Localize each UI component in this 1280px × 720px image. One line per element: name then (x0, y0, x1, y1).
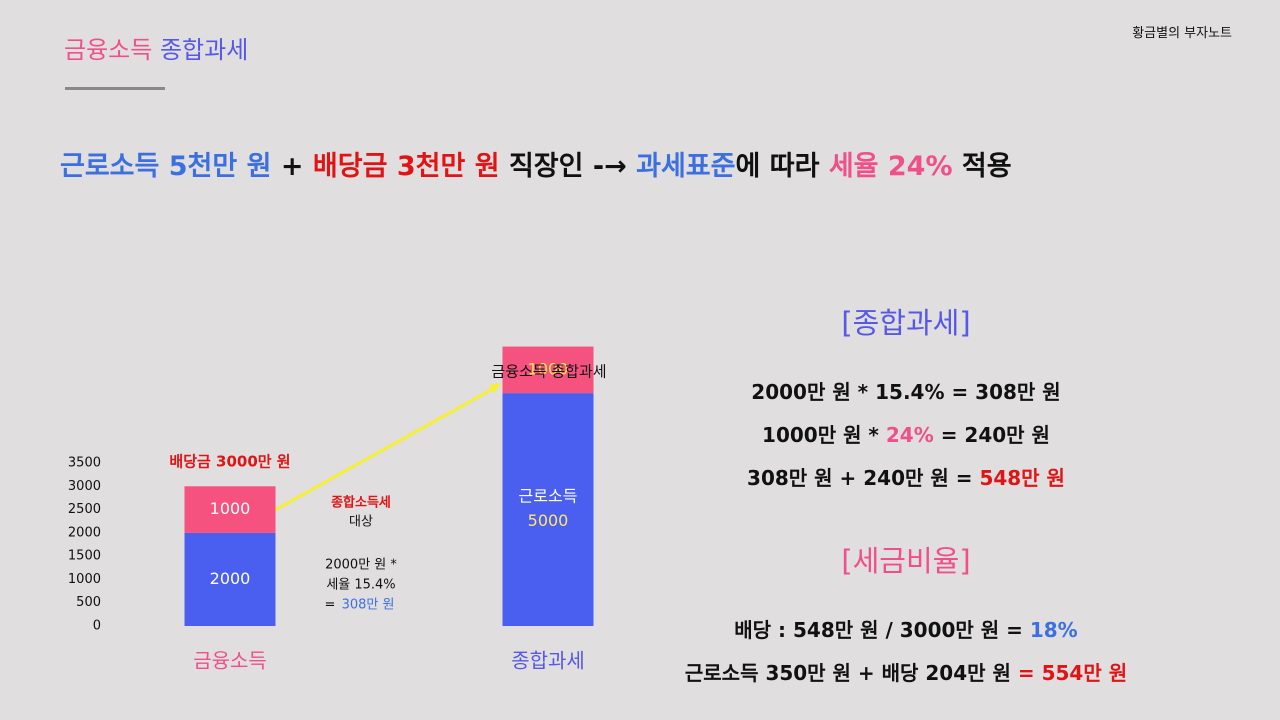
annotation: 세율 15.4% (326, 578, 395, 593)
annotation: 2000만 원 * (325, 558, 397, 573)
text-part: 근로소득 5천만 원 (60, 151, 272, 182)
text-part: 과세표준 (636, 151, 736, 182)
text-part: 배당 : 548만 원 / 3000만 원 = (734, 618, 1030, 642)
x-tick-label: 금융소득 (193, 649, 267, 673)
value-label: 1000 (210, 499, 251, 518)
y-tick-label: 0 (93, 619, 101, 634)
title-part: 금융소득 (64, 36, 153, 64)
value-label: 1000 (528, 359, 569, 378)
text-part: 24% (885, 423, 934, 447)
value-label: 5000 (528, 511, 569, 530)
text-part: = 240만 원 (933, 423, 1050, 447)
text-part: = 554만 원 (1017, 661, 1128, 685)
text-part: 2000만 원 * 15.4% = 308만 원 (751, 380, 1061, 404)
annotation: 종합소득세 (331, 495, 391, 511)
annotation: 금융소득 종합과세 (491, 363, 606, 381)
text-part: 근로소득 350만 원 + 배당 204만 원 (684, 661, 1018, 685)
annotation: 근로소득 (519, 487, 578, 506)
annotation: 대상 (349, 515, 373, 530)
calc-line: 308만 원 + 240만 원 = 548만 원 (646, 457, 1166, 500)
y-tick-label: 500 (76, 595, 101, 610)
y-tick-label: 2000 (68, 525, 101, 540)
arrow-head (489, 383, 502, 393)
brand: 황금별의 부자노트 (1132, 26, 1232, 41)
text-part: 직장인 -→ (499, 151, 637, 182)
x-tick-label: 종합과세 (511, 649, 585, 673)
y-tick-label: 1500 (68, 549, 101, 564)
calc-line: 근로소득 350만 원 + 배당 204만 원 = 554만 원 (646, 652, 1166, 695)
title-part: 종합과세 (159, 36, 249, 64)
text-part: 세율 24% (828, 151, 953, 182)
y-tick-label: 3000 (68, 479, 101, 494)
bar-segment (502, 393, 594, 626)
text-part: 308만 원 + 240만 원 = (747, 466, 980, 490)
headline: 근로소득 5천만 원 + 배당금 3천만 원 직장인 -→ 과세표준에 따라 세… (60, 144, 1012, 183)
y-tick-label: 2500 (68, 502, 101, 517)
calc-line: 1000만 원 * 24% = 240만 원 (646, 414, 1166, 457)
text-part: 548만 원 (979, 466, 1065, 490)
bar-segment (184, 532, 276, 626)
bar-segment (502, 346, 594, 394)
annotation: 308만 원 (342, 598, 395, 613)
heading: [세금비율] (841, 544, 971, 578)
text-part: 18% (1029, 618, 1078, 642)
text-part: 배당금 3천만 원 (312, 151, 500, 182)
y-tick-label: 1000 (68, 572, 101, 587)
text-part: 적용 (952, 151, 1012, 182)
calc-line: 배당 : 548만 원 / 3000만 원 = 18% (646, 609, 1166, 652)
ratio-block: [세금비율] 배당 : 548만 원 / 3000만 원 = 18% 근로소득 3… (646, 500, 1166, 695)
heading: [종합과세] (841, 306, 971, 340)
calc-line: 2000만 원 * 15.4% = 308만 원 (646, 371, 1166, 414)
text-part: 1000만 원 * (762, 423, 886, 447)
annotation: = (325, 598, 336, 613)
value-label: 2000 (210, 569, 251, 588)
text-part: 에 따라 (735, 151, 829, 182)
slide-title: 금융소득 종합과세 (64, 30, 248, 65)
annotation: 배당금 3000만 원 (169, 453, 290, 471)
text-part: + (271, 151, 313, 182)
divider (65, 87, 165, 90)
arrow-line (274, 385, 497, 512)
bar-segment (184, 486, 276, 533)
comprehensive-block: [종합과세] 2000만 원 * 15.4% = 308만 원 1000만 원 *… (646, 262, 1166, 500)
y-tick-label: 3500 (68, 456, 101, 471)
